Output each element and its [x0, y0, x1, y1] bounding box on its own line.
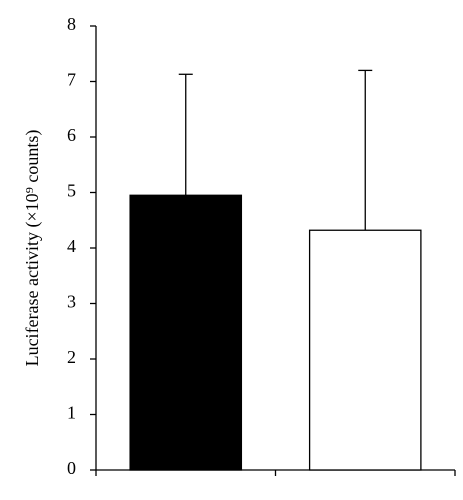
y-tick-label: 7: [67, 70, 76, 90]
y-tick-label: 3: [67, 292, 76, 312]
y-tick-label: 0: [67, 458, 76, 478]
y-tick-label: 4: [67, 236, 76, 256]
bar: [129, 194, 243, 471]
y-tick-label: 2: [67, 347, 76, 367]
y-tick-label: 8: [67, 14, 76, 34]
bar: [308, 229, 422, 471]
y-tick-label: 5: [67, 181, 76, 201]
y-tick-label: 1: [67, 403, 76, 423]
y-tick-label: 6: [67, 125, 76, 145]
y-axis-label: Luciferase activity (×10⁹ counts): [22, 130, 43, 367]
